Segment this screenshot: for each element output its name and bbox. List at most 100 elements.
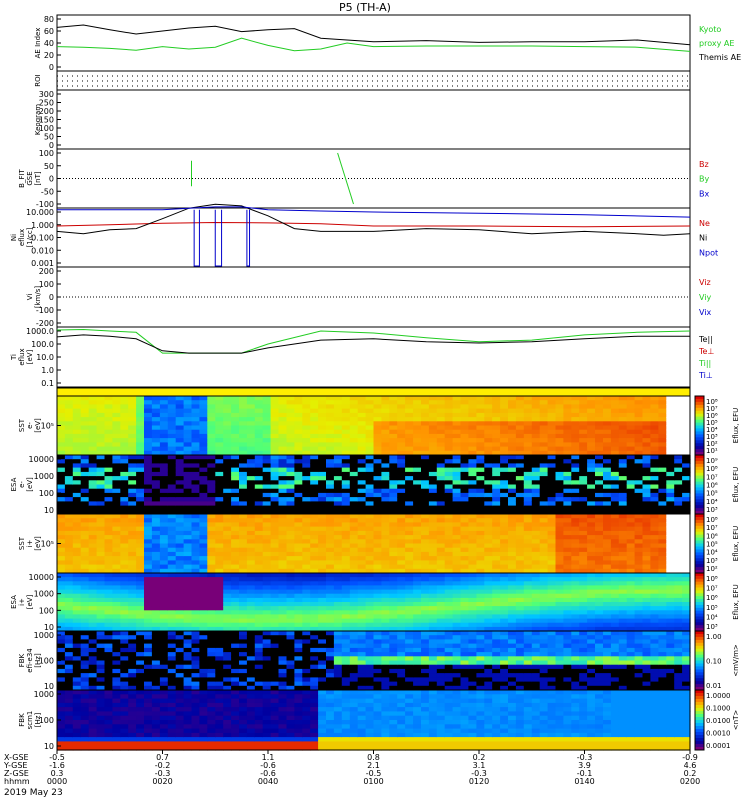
spectrogram-cell [658, 551, 667, 557]
spectrogram-cell [167, 488, 177, 494]
spectrogram-cell [365, 446, 375, 452]
spectrogram-cell [634, 568, 644, 574]
spectrogram-cell [64, 568, 74, 574]
spectrogram-cell [682, 497, 691, 502]
spectrogram-cell [64, 606, 74, 611]
spectrogram-cell [626, 589, 636, 595]
spectrogram-cell [563, 455, 572, 460]
spectrogram-cell [389, 577, 398, 582]
spectrogram-cell [262, 622, 272, 628]
spectrogram-cell [349, 543, 359, 549]
spectrogram-cell [72, 514, 82, 519]
spectrogram-cell [80, 417, 90, 422]
spectrogram-cell [144, 455, 153, 460]
spectrogram-cell [357, 471, 367, 477]
spectrogram-cell [159, 610, 169, 615]
spectrogram-cell [223, 488, 232, 494]
spectrogram-cell [373, 597, 382, 603]
spectrogram-cell [175, 455, 185, 460]
spectrogram-cell [246, 459, 256, 464]
spectrogram-cell [587, 433, 596, 439]
spectrogram-cell [72, 501, 82, 507]
spectrogram-cell [373, 518, 382, 523]
spectrogram-cell [128, 556, 137, 561]
spectrogram-cell [531, 610, 541, 615]
spectrogram-cell [270, 509, 280, 515]
spectrogram-cell [603, 514, 612, 519]
spectrogram-cell [333, 614, 343, 620]
spectrogram-cell [555, 614, 564, 620]
spectrogram-cell [215, 442, 224, 448]
spectrogram-cell [484, 408, 493, 414]
spectrogram-cell [357, 509, 367, 515]
spectrogram-cell [650, 459, 659, 464]
spectrogram-cell [175, 551, 185, 557]
spectrogram-cell [357, 577, 367, 582]
spectrogram-cell [603, 433, 612, 439]
spectrogram-cell [492, 522, 501, 528]
spectrogram-cell [389, 539, 398, 545]
spectrogram-cell [64, 614, 74, 620]
spectrogram-cell [112, 581, 121, 586]
spectrogram-cell [666, 614, 675, 620]
spectrogram-cell [444, 589, 454, 595]
spectrogram-cell [515, 488, 525, 494]
colorbar-tick-label: 10³ [706, 557, 718, 565]
spectrogram-cell [333, 421, 343, 427]
spectrogram-cell [452, 438, 462, 443]
spectrogram-cell [175, 509, 185, 515]
spectrogram-cell [151, 497, 161, 502]
spectrogram-cell [223, 484, 232, 490]
spectrogram-cell [136, 577, 145, 582]
spectrogram-cell [381, 396, 390, 401]
spectrogram-cell [460, 573, 469, 578]
spectrogram-cell [246, 417, 256, 422]
spectrogram-cell [294, 597, 303, 603]
colorbar-cell [695, 543, 704, 547]
spectrogram-cell [413, 551, 422, 557]
spectrogram-cell [428, 618, 438, 624]
spectrogram-cell [254, 404, 264, 410]
spectrogram-cell [128, 660, 137, 666]
spectrogram-cell [88, 681, 98, 687]
spectrogram-cell [223, 539, 232, 545]
spectrogram-cell [112, 597, 121, 603]
spectrogram-cell [468, 433, 477, 439]
spectrogram-cell [579, 560, 588, 566]
spectrogram-cell [539, 543, 549, 549]
spectrogram-cell [595, 597, 604, 603]
spectrogram-cell [515, 404, 525, 410]
spectrogram-cell [167, 614, 177, 620]
spectrogram-cell [603, 484, 612, 490]
spectrogram-cell [175, 459, 185, 464]
spectrogram-cell [428, 560, 438, 566]
spectrogram-cell [254, 522, 264, 528]
spectrogram-cell [310, 514, 319, 519]
y-axis-label: B_FIT [18, 168, 26, 187]
spectrogram-cell [104, 564, 113, 570]
spectrogram-cell [674, 459, 683, 464]
spectrogram-cell [96, 484, 106, 490]
spectrogram-cell [658, 556, 667, 561]
spectrogram-cell [634, 535, 644, 540]
spectrogram-cell [492, 530, 501, 536]
spectrogram-cell [365, 450, 375, 456]
spectrogram-cell [278, 455, 287, 460]
spectrogram-cell [674, 547, 683, 553]
spectrogram-cell [64, 622, 74, 628]
spectrogram-cell [96, 673, 106, 678]
spectrogram-cell [88, 639, 98, 645]
spectrogram-cell [389, 597, 398, 603]
spectrogram-cell [80, 639, 90, 645]
spectrogram-cell [405, 577, 414, 582]
spectrogram-cell [539, 463, 549, 469]
spectrogram-cell [587, 526, 596, 532]
spectrogram-cell [88, 631, 98, 636]
spectrogram-cell [64, 421, 74, 427]
spectrogram-cell [302, 471, 311, 477]
spectrogram-cell [151, 421, 161, 427]
colorbar-cell [695, 452, 704, 456]
spectrogram-cell [642, 547, 651, 553]
spectrogram-cell [175, 480, 185, 486]
spectrogram-cell [397, 593, 406, 599]
